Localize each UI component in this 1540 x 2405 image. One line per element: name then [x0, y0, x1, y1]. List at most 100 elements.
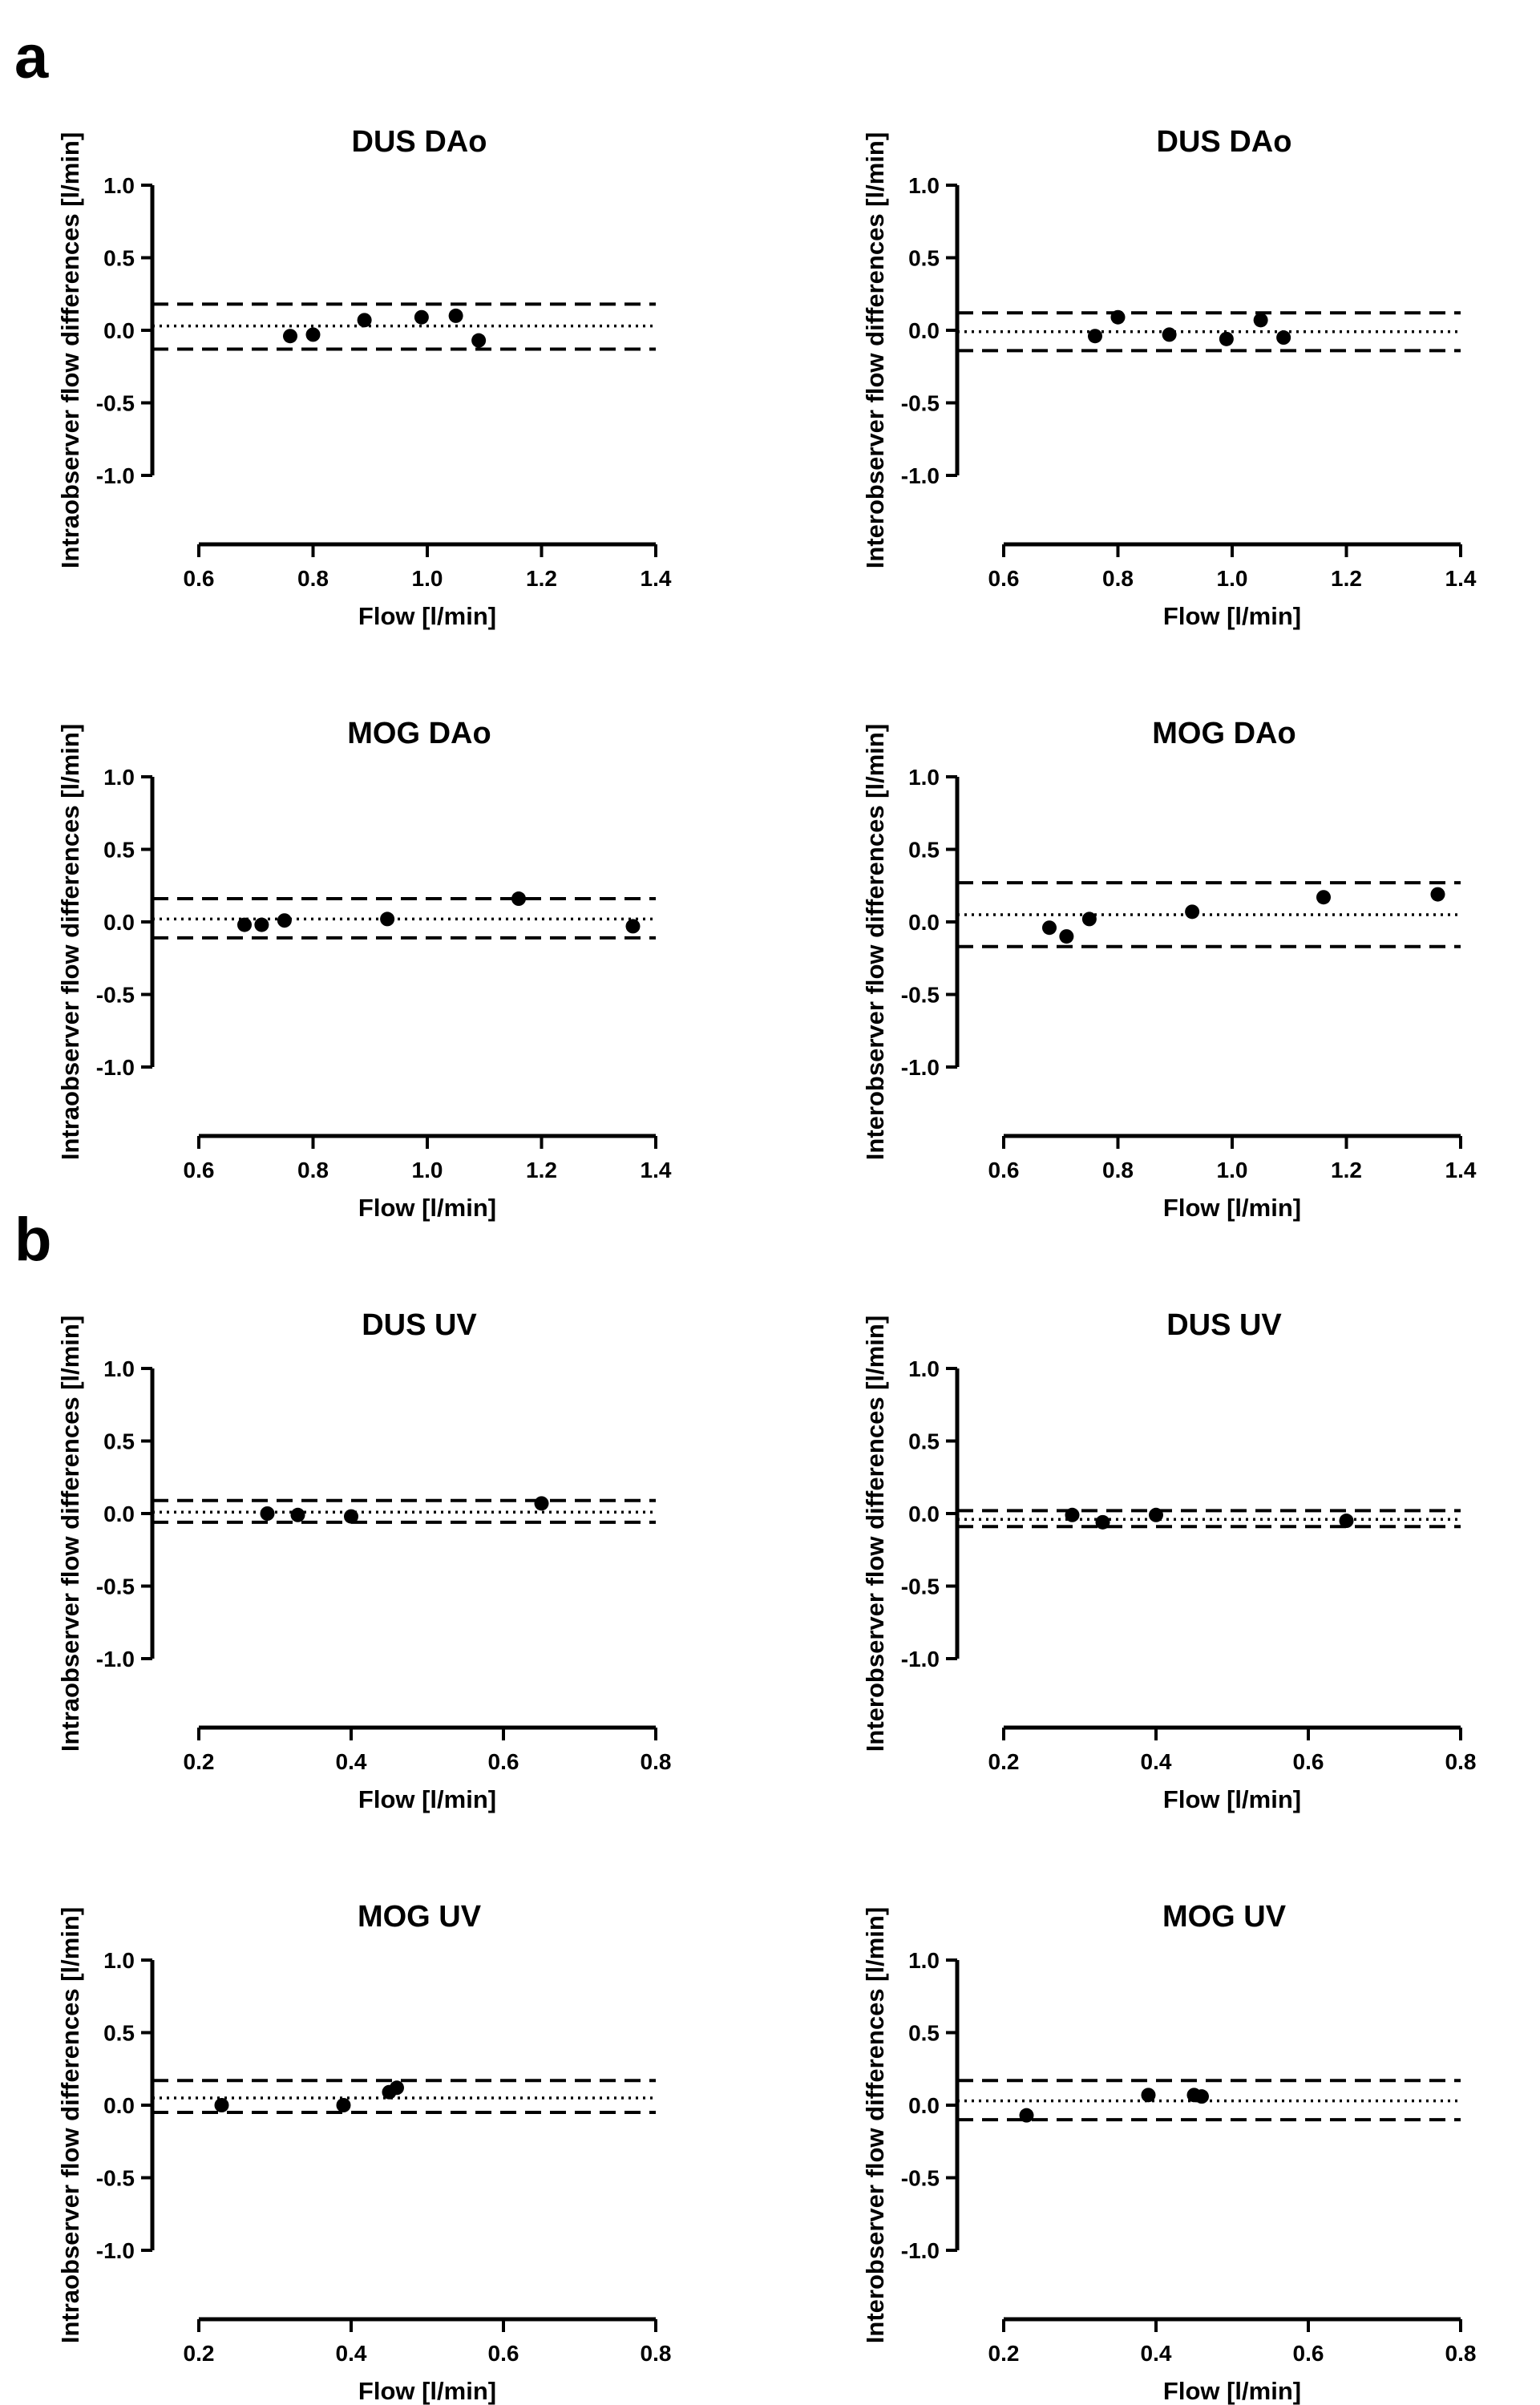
y-tick-label: 0.5 — [908, 838, 940, 863]
y-tick-label: -1.0 — [901, 1647, 940, 1671]
data-point — [1219, 331, 1234, 346]
data-point — [1162, 327, 1177, 342]
y-tick-label: 0.5 — [908, 1429, 940, 1454]
y-tick-label: -0.5 — [96, 983, 135, 1008]
x-tick-label: 0.2 — [184, 1749, 215, 1774]
y-tick-label: 0.0 — [908, 318, 940, 343]
y-tick-label: 1.0 — [103, 173, 135, 198]
data-point — [344, 1509, 358, 1524]
x-axis-label: Flow [l/min] — [358, 1194, 496, 1222]
y-tick-label: 1.0 — [908, 765, 940, 790]
x-tick-label: 1.2 — [1331, 1158, 1362, 1182]
x-tick-label: 0.6 — [488, 2341, 519, 2366]
x-axis-label: Flow [l/min] — [358, 2377, 496, 2405]
x-tick-label: 0.6 — [184, 1158, 215, 1182]
y-tick-label: 1.0 — [908, 1356, 940, 1381]
data-point — [237, 917, 252, 932]
panel-letter-a: a — [14, 23, 49, 91]
data-point — [380, 911, 395, 927]
x-tick-label: 0.4 — [1141, 1749, 1172, 1774]
chart-3: MOG DAo 1.0 0.5 0.0 -0.5 -1.0 Intraobserver fl… — [56, 717, 672, 1222]
data-point — [1088, 329, 1102, 344]
chart-6: DUS UV 1.0 0.5 0.0 -0.5 -1.0 Interobserver flo… — [861, 1308, 1476, 1813]
x-tick-label: 0.8 — [1445, 2341, 1477, 2366]
data-point — [336, 2098, 351, 2112]
data-point — [305, 327, 321, 342]
y-tick-label: -0.5 — [901, 2166, 940, 2191]
x-tick-label: 0.4 — [336, 2341, 367, 2366]
x-axis-label: Flow [l/min] — [1163, 602, 1301, 630]
x-tick-label: 0.6 — [988, 1158, 1020, 1182]
y-axis-label: Intraobserver flow differences [l/min] — [56, 1316, 84, 1752]
y-tick-label: -0.5 — [901, 983, 940, 1008]
y-tick-label: 0.5 — [908, 246, 940, 271]
chart-title: MOG DAo — [347, 717, 491, 750]
x-tick-label: 0.8 — [297, 1158, 329, 1182]
x-tick-label: 1.2 — [1331, 566, 1362, 591]
data-point — [1081, 911, 1097, 927]
y-tick-label: 0.5 — [103, 838, 135, 863]
y-tick-label: 0.5 — [103, 2021, 135, 2046]
x-tick-label: 1.4 — [1445, 566, 1477, 591]
chart-title: MOG DAo — [1152, 717, 1295, 750]
x-axis-label: Flow [l/min] — [1163, 2377, 1301, 2405]
data-point — [625, 919, 641, 934]
y-axis-label: Interobserver flow differences [l/min] — [861, 724, 889, 1160]
data-point — [290, 1507, 305, 1522]
y-axis-label: Intraobserver flow differences [l/min] — [56, 132, 84, 568]
data-point — [357, 313, 372, 328]
y-tick-label: 1.0 — [908, 1948, 940, 1973]
x-tick-label: 0.4 — [336, 1749, 367, 1774]
data-point — [283, 329, 297, 344]
x-axis-label: Flow [l/min] — [358, 602, 496, 630]
data-point — [277, 913, 292, 928]
x-tick-label: 0.8 — [641, 2341, 672, 2366]
charts-grid: DUS DAo 1.0 0.5 0.0 -0.5 -1.0 Intraobserver fl… — [56, 125, 1477, 2405]
x-tick-label: 1.4 — [641, 566, 672, 591]
y-tick-label: -0.5 — [96, 2166, 135, 2191]
data-point — [1042, 920, 1057, 936]
x-tick-label: 0.2 — [988, 2341, 1020, 2366]
y-axis-label: Interobserver flow differences [l/min] — [861, 1316, 889, 1752]
chart-5: DUS UV 1.0 0.5 0.0 -0.5 -1.0 Intraobserver flo… — [56, 1308, 671, 1813]
y-tick-label: 0.5 — [103, 1429, 135, 1454]
y-tick-label: 0.5 — [103, 246, 135, 271]
y-tick-label: -1.0 — [901, 2238, 940, 2263]
data-point — [448, 308, 463, 323]
y-axis-label: Intraobserver flow differences [l/min] — [56, 724, 84, 1160]
data-point — [1149, 1507, 1163, 1522]
y-tick-label: 1.0 — [103, 1948, 135, 1973]
chart-title: MOG UV — [358, 1900, 482, 1934]
data-point — [414, 309, 429, 325]
y-tick-label: 0.0 — [908, 2093, 940, 2118]
data-point — [511, 891, 526, 907]
y-tick-label: -1.0 — [901, 1055, 940, 1080]
data-point — [390, 2080, 404, 2096]
panel-letter-b: b — [14, 1206, 51, 1274]
data-point — [1339, 1514, 1354, 1529]
chart-7: MOG UV 1.0 0.5 0.0 -0.5 -1.0 Intraobserver flo… — [56, 1900, 671, 2405]
y-axis-label: Intraobserver flow differences [l/min] — [56, 1907, 84, 2343]
y-tick-label: 0.0 — [908, 910, 940, 935]
data-point — [1253, 313, 1268, 328]
y-axis-label: Interobserver flow differences [l/min] — [861, 132, 889, 568]
y-tick-label: -1.0 — [901, 463, 940, 488]
x-tick-label: 0.8 — [1445, 1749, 1477, 1774]
data-point — [1194, 2089, 1209, 2104]
x-tick-label: 0.6 — [1293, 2341, 1324, 2366]
y-axis-label: Interobserver flow differences [l/min] — [861, 1907, 889, 2343]
x-tick-label: 1.0 — [1217, 566, 1248, 591]
data-point — [1065, 1507, 1080, 1522]
y-tick-label: 1.0 — [103, 765, 135, 790]
x-tick-label: 0.2 — [988, 1749, 1020, 1774]
y-tick-label: 0.0 — [103, 910, 135, 935]
chart-8: MOG UV 1.0 0.5 0.0 -0.5 -1.0 Interobserver flo… — [861, 1900, 1476, 2405]
data-point — [1141, 2088, 1156, 2103]
x-tick-label: 1.4 — [641, 1158, 672, 1182]
y-tick-label: -1.0 — [96, 1647, 135, 1671]
x-tick-label: 0.2 — [184, 2341, 215, 2366]
chart-4: MOG DAo 1.0 0.5 0.0 -0.5 -1.0 Interobserver fl… — [861, 717, 1477, 1222]
y-tick-label: -1.0 — [96, 1055, 135, 1080]
y-tick-label: -0.5 — [901, 391, 940, 416]
